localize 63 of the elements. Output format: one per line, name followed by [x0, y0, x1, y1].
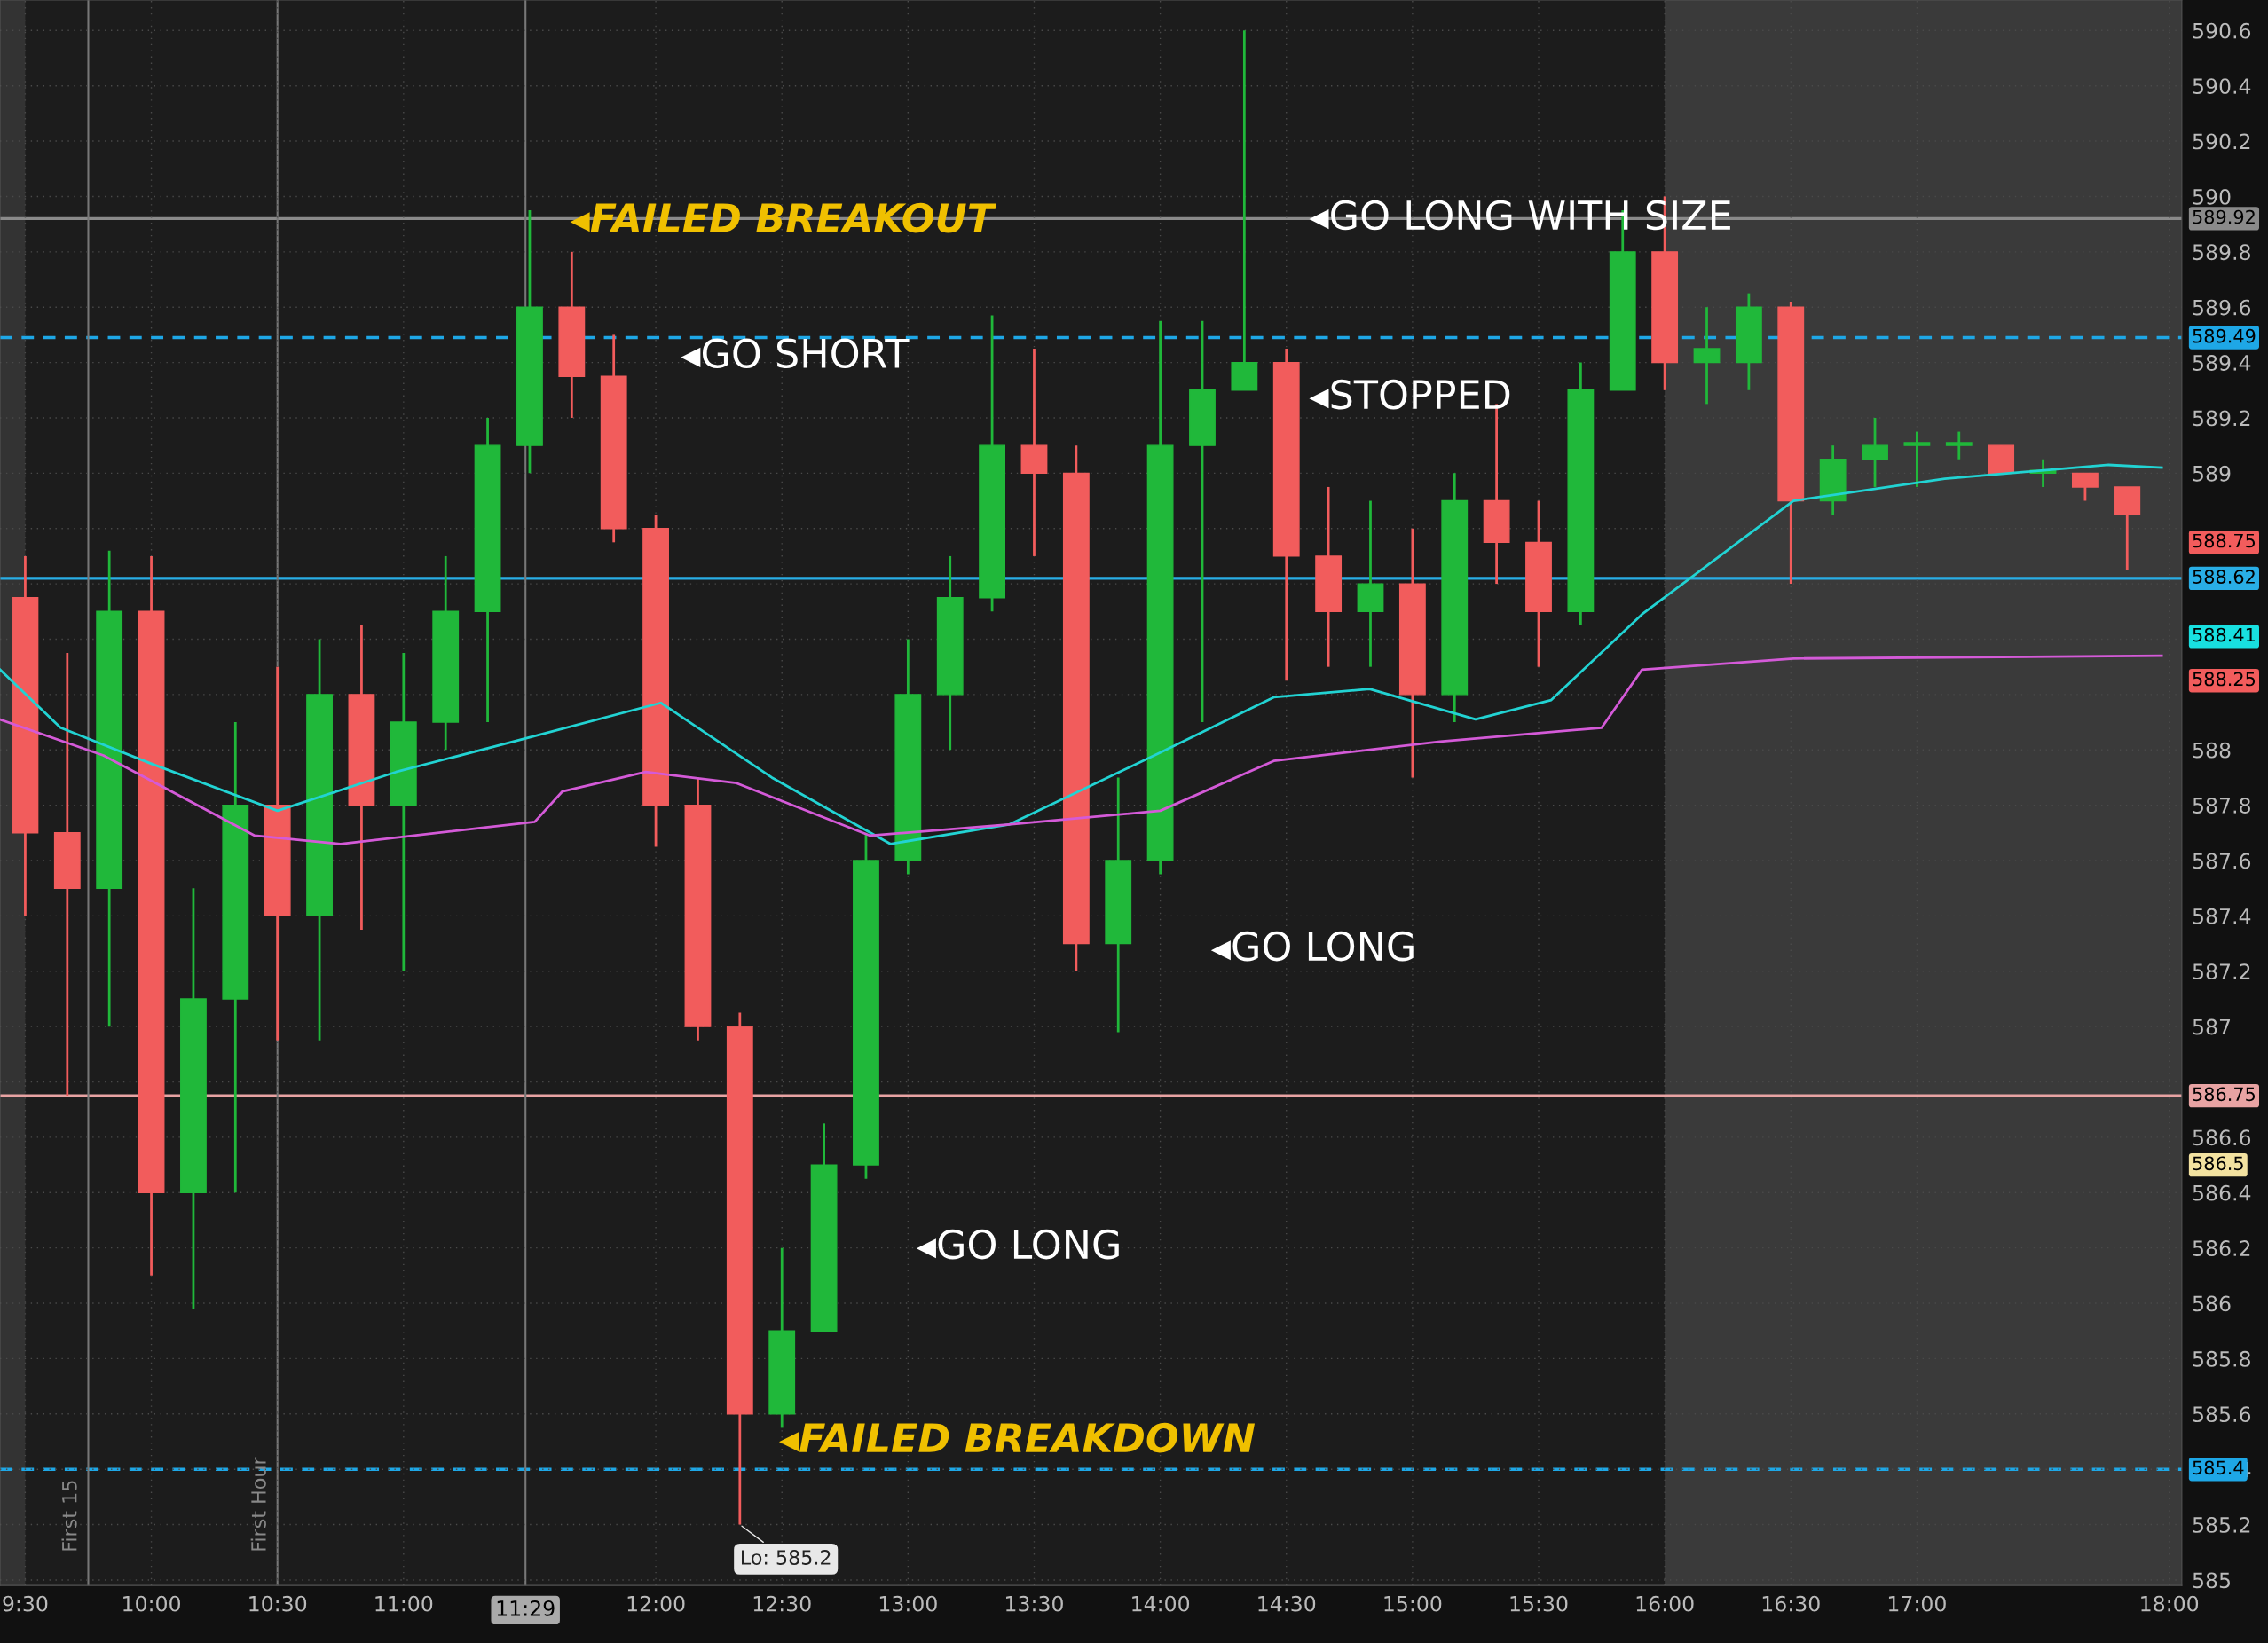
y-tick-label: 590.6	[2193, 22, 2251, 39]
x-tick-label: 17:00	[1888, 1595, 1946, 1612]
y-tick-label: 587.4	[2193, 908, 2251, 924]
annotation: Lo: 585.2	[742, 1550, 831, 1565]
candlestick	[1945, 430, 1973, 461]
x-tick-label: 14:00	[1132, 1595, 1190, 1612]
annotation: ◂GO LONG	[1210, 931, 1414, 962]
y-tick-label: 586.2	[2193, 1240, 2250, 1256]
y-tick-label: 587	[2193, 1018, 2231, 1035]
candlestick	[1903, 430, 1931, 489]
candlestick	[1231, 28, 1258, 392]
y-tick-label: 589.2	[2193, 410, 2250, 427]
annotation: ◂GO SHORT	[681, 338, 910, 369]
x-tick-label: 16:00	[1636, 1595, 1694, 1612]
y-tick-label: 588	[2193, 742, 2231, 759]
text: 586.5	[2193, 1156, 2243, 1171]
y-tick-label: 589.4	[2193, 355, 2251, 371]
x-tick-label: 15:30	[1510, 1595, 1568, 1612]
x-tick-label: 15:00	[1384, 1595, 1442, 1612]
annotation: ◂GO LONG	[916, 1229, 1119, 1260]
y-tick-label: 586.4	[2193, 1184, 2251, 1201]
y-tick-label: 585.6	[2193, 1406, 2251, 1423]
y-tick-label: 585.2	[2193, 1517, 2250, 1533]
ref-line-label: First Hour	[250, 1457, 266, 1551]
x-tick-label: 12:30	[753, 1595, 811, 1612]
y-tick-label: 585.8	[2193, 1350, 2250, 1367]
text: 588.25	[2193, 672, 2256, 687]
line-series	[0, 654, 2163, 845]
x-tick-label: 13:30	[1006, 1595, 1063, 1612]
y-tick-label: 590	[2193, 188, 2231, 205]
y-tick-label: 589.6	[2193, 299, 2251, 316]
y-tick-label: 589	[2193, 465, 2231, 482]
ref-line-label: 586.75	[2193, 1087, 2256, 1102]
x-tick-label: 18:00	[2141, 1595, 2199, 1612]
x-tick-label: 11:00	[375, 1595, 433, 1612]
x-tick-label: 14:30	[1258, 1595, 1316, 1612]
x-tick-label: 16:30	[1762, 1595, 1820, 1612]
y-tick-label: 585.4	[2193, 1460, 2244, 1475]
y-tick-label: 590.2	[2193, 133, 2250, 150]
ref-line-label: 589.92	[2193, 209, 2255, 224]
y-tick-label: 589.8	[2193, 244, 2250, 261]
x-tick-label: 13:00	[879, 1595, 937, 1612]
text: 588.41	[2193, 627, 2255, 642]
ref-line-label: 11:29	[497, 1600, 555, 1616]
y-tick-label: 586.6	[2193, 1129, 2251, 1146]
y-tick-label: 587.8	[2193, 798, 2250, 814]
x-tick-label: 9:30	[3, 1595, 48, 1612]
y-tick-label: 586	[2193, 1295, 2231, 1312]
ref-line-label: First 15	[61, 1481, 77, 1551]
x-tick-label: 12:00	[627, 1595, 685, 1612]
ref-line-label: 589.49	[2193, 328, 2256, 343]
y-tick-label: 590.4	[2193, 78, 2251, 94]
line-series	[0, 463, 2163, 845]
annotation: ◂FAILED BREAKOUT	[570, 202, 996, 233]
x-tick-label: 10:00	[123, 1595, 181, 1612]
annotation: ◂STOPPED	[1309, 379, 1510, 410]
ref-line-label: 588.62	[2193, 570, 2255, 584]
annotation: ◂FAILED BREAKDOWN	[778, 1422, 1255, 1453]
y-tick-label: 585	[2193, 1572, 2230, 1589]
y-tick-label: 587.6	[2193, 853, 2251, 869]
x-tick-label: 10:30	[249, 1595, 307, 1612]
y-tick-label: 587.2	[2193, 963, 2250, 980]
text: 588.75	[2193, 533, 2256, 548]
